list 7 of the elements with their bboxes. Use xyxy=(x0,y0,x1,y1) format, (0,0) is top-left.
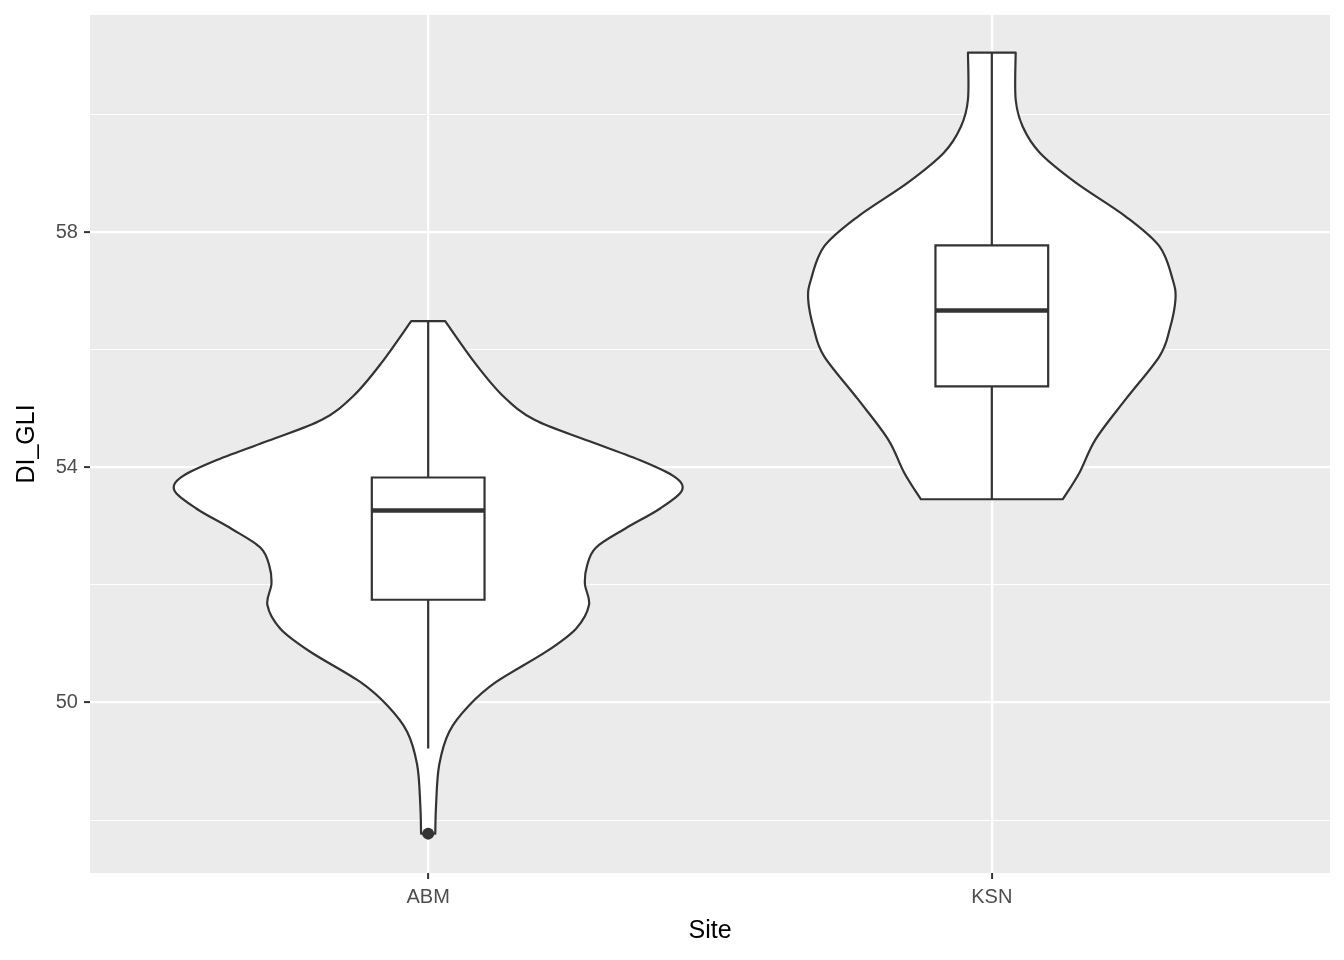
y-tick-label: 54 xyxy=(55,455,78,478)
y-tick-label: 58 xyxy=(55,219,78,242)
x-axis-title: Site xyxy=(688,914,732,943)
x-tick-label: KSN xyxy=(971,884,1013,907)
y-tick-label: 50 xyxy=(55,690,78,713)
y-axis-title: DI_GLI xyxy=(10,404,39,484)
x-tick-label: ABM xyxy=(406,884,450,907)
